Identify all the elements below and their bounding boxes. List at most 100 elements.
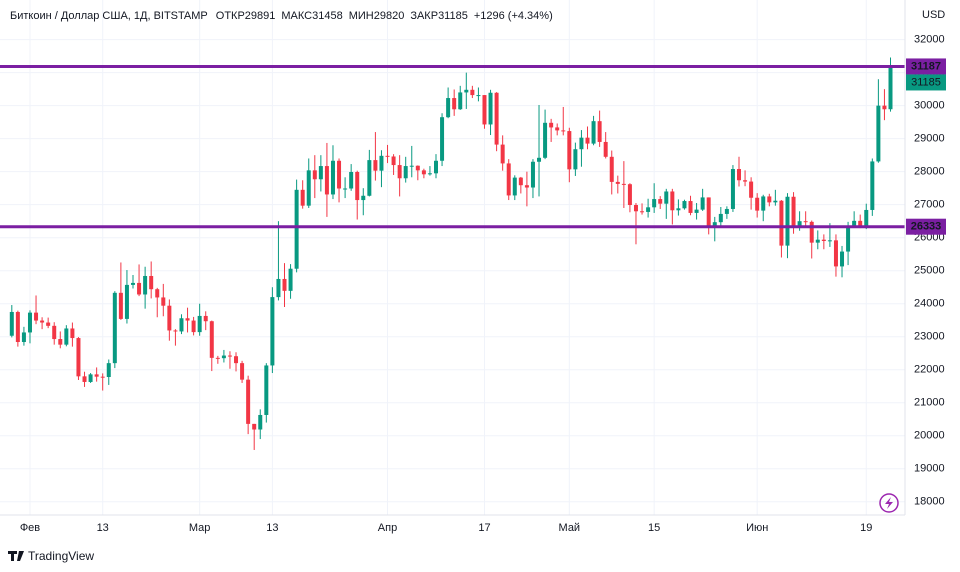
y-tick-label: 32000	[914, 34, 945, 46]
candle-body	[512, 177, 517, 196]
x-tick-label: Мар	[189, 522, 211, 534]
lightning-glyph	[885, 497, 893, 509]
candle-body	[64, 328, 69, 345]
brand-name: TradingView	[28, 549, 94, 563]
candle-body	[561, 130, 566, 132]
candle-body	[609, 156, 614, 182]
candle-body	[246, 379, 251, 424]
ohlc-label: МАКС	[281, 10, 312, 22]
levels	[0, 64, 905, 229]
candle-body	[858, 220, 863, 227]
candle-body	[100, 376, 105, 378]
candle-body	[809, 221, 814, 243]
candle-body	[294, 189, 299, 269]
candle-body	[15, 311, 20, 343]
last-price-box	[906, 74, 946, 91]
candle-body	[155, 289, 160, 298]
candle-body	[312, 170, 317, 180]
candle-body	[627, 184, 632, 206]
candle-body	[27, 312, 32, 333]
candle-body	[530, 161, 535, 188]
candle-body	[112, 292, 117, 364]
candle-body	[706, 197, 711, 227]
candle-body	[494, 92, 499, 145]
candle-body	[215, 357, 220, 359]
candle-body	[318, 166, 323, 180]
candle-body	[173, 330, 178, 332]
candle-body	[785, 196, 790, 246]
candle-body	[573, 149, 578, 170]
candle-body	[337, 160, 342, 189]
candle-body	[440, 117, 445, 161]
lightning-icon[interactable]	[879, 493, 899, 513]
candles	[9, 57, 893, 450]
candle-body	[737, 169, 741, 181]
candle-body	[870, 161, 875, 210]
candle-body	[591, 121, 596, 144]
last-price-label: 31185	[911, 76, 941, 88]
currency: USD	[922, 9, 945, 21]
candle-body	[167, 305, 172, 331]
ohlc-value: 31458	[312, 10, 343, 22]
candle-body	[240, 363, 245, 380]
candle-body	[373, 160, 378, 171]
y-tick-label: 30000	[914, 100, 945, 112]
x-tick-label: Апр	[378, 522, 397, 534]
candle-body	[700, 197, 705, 210]
candle-body	[131, 282, 135, 285]
candle-body	[306, 170, 311, 206]
candle-body	[179, 318, 184, 332]
candle-body	[488, 92, 493, 125]
candle-body	[458, 92, 463, 110]
candle-body	[446, 98, 451, 118]
candle-body	[621, 183, 626, 185]
x-axis: Фев 13 Мар 13 Апр 17 Май 15 Июн 19	[20, 522, 873, 534]
level-label-box	[906, 218, 946, 235]
candle-body	[124, 284, 129, 319]
y-tick-label: 19000	[914, 463, 945, 475]
candle-body	[21, 332, 26, 343]
candle-body	[524, 185, 529, 188]
candle-body	[367, 160, 372, 196]
candle-body	[409, 165, 414, 167]
candle-body	[585, 137, 590, 144]
candle-body	[300, 189, 305, 206]
candle-body	[864, 209, 869, 227]
candle-body	[464, 89, 469, 93]
candle-body	[324, 166, 329, 195]
candle-body	[397, 165, 402, 179]
candle-body	[670, 191, 675, 211]
ohlc-value: 29820	[374, 10, 405, 22]
candle-body	[833, 240, 838, 267]
y-tick-label: 24000	[914, 298, 945, 310]
candle-body	[506, 163, 511, 196]
candle-body	[476, 95, 481, 97]
candle-body	[88, 374, 93, 382]
y-tick-label: 25000	[914, 265, 945, 277]
candle-body	[264, 365, 269, 415]
candle-body	[712, 222, 717, 227]
candle-body	[482, 95, 487, 125]
candle-body	[888, 66, 893, 110]
candle-body	[730, 169, 735, 209]
candle-body	[58, 339, 63, 345]
candle-body	[94, 374, 99, 377]
candle-body	[615, 181, 620, 184]
candle-body	[797, 221, 802, 227]
ohlc-label: МИН	[349, 10, 374, 22]
candle-body	[76, 338, 81, 377]
y-tick-label: 21000	[914, 397, 945, 409]
candle-body	[385, 155, 390, 157]
candle-body	[694, 209, 699, 213]
candle-body	[682, 201, 687, 209]
candle-body	[597, 121, 602, 142]
candle-body	[349, 171, 354, 189]
candle-body	[646, 207, 651, 212]
candle-body	[652, 199, 657, 208]
candle-body	[749, 181, 754, 198]
candle-body	[537, 157, 542, 162]
candle-body	[452, 98, 457, 110]
candle-body	[500, 144, 505, 164]
candle-body	[827, 240, 832, 242]
